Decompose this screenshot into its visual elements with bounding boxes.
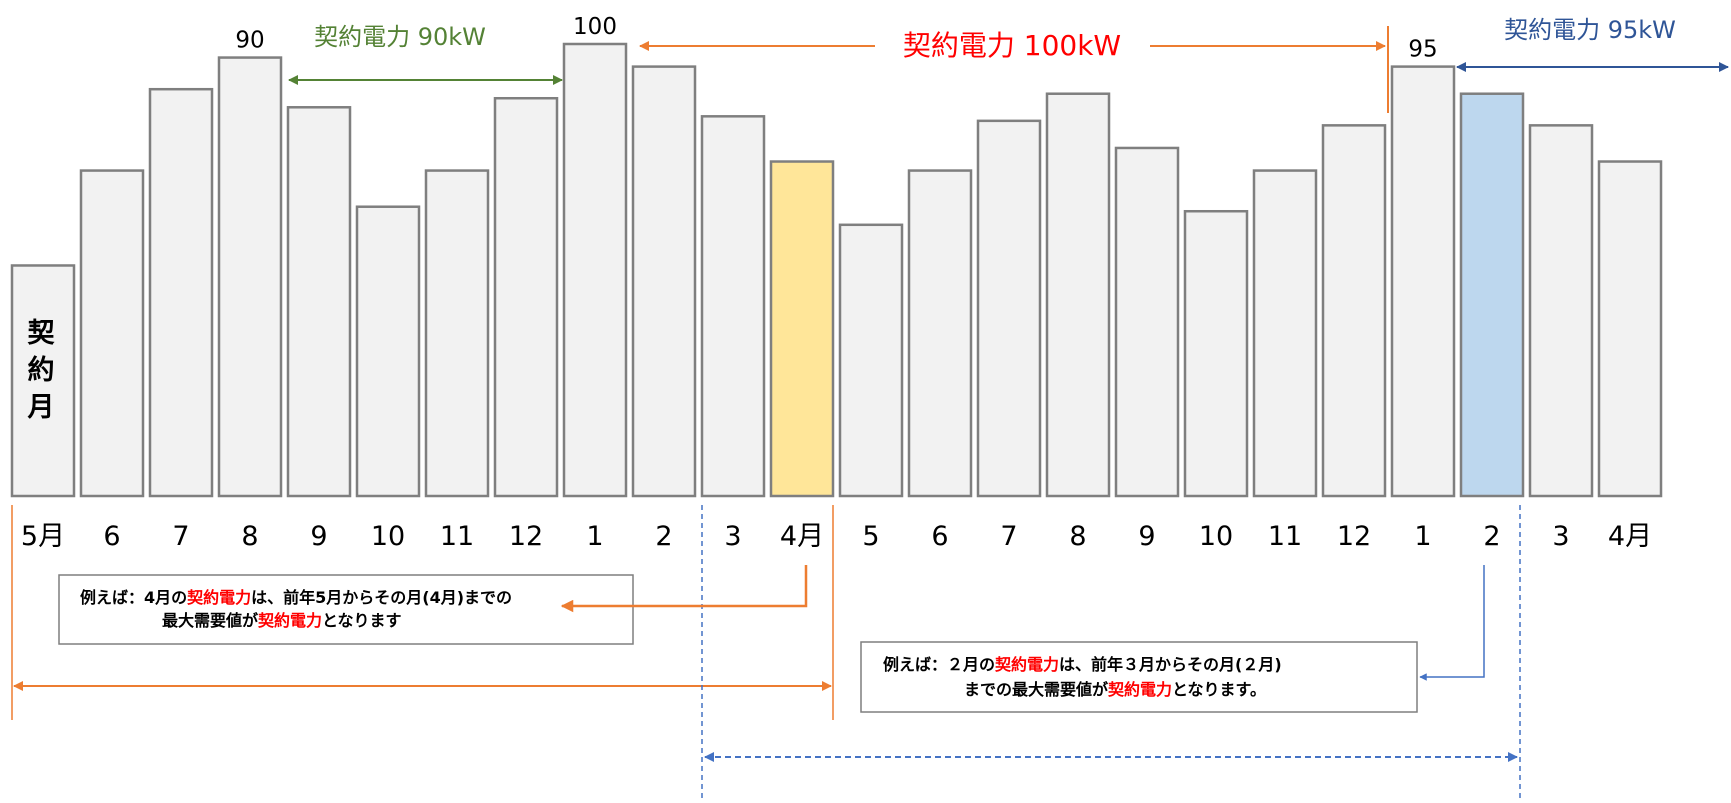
note1-line1: 例えば：4月の契約電力は、前年5月からその月(4月)までの [80, 588, 512, 607]
bar-15 [976, 119, 1042, 498]
month-label-14: 6 [931, 521, 948, 552]
month-label-1: 5月 [21, 521, 65, 552]
bar-23 [1528, 124, 1594, 498]
note2-line2: までの最大需要値が契約電力となります。 [964, 680, 1266, 699]
month-label-2: 6 [103, 521, 120, 552]
bar-20 [1321, 124, 1387, 498]
month-label-11: 3 [724, 521, 741, 552]
month-label-7: 11 [440, 521, 474, 552]
month-label-3: 7 [172, 521, 189, 552]
bar-9 [562, 42, 628, 498]
bar-8 [493, 96, 559, 498]
contract-month-label: 契 約 月 [27, 318, 56, 423]
month-label-19: 11 [1268, 521, 1302, 552]
month-label-12: 4月 [780, 521, 824, 552]
bar-2 [79, 169, 145, 498]
bar-6 [355, 205, 421, 498]
bar-5 [286, 106, 352, 498]
bar-13 [838, 223, 904, 498]
month-label-18: 10 [1199, 521, 1233, 552]
month-label-23: 3 [1552, 521, 1569, 552]
note1-connector [560, 565, 808, 613]
contract-month-char-3: 月 [27, 392, 55, 423]
note2-line1: 例えば：２月の契約電力は、前年３月からその月(２月) [883, 655, 1282, 674]
bar-21 [1390, 65, 1456, 498]
bar-3 [148, 87, 214, 498]
bars-group [10, 42, 1663, 498]
month-label-6: 10 [371, 521, 405, 552]
bar-16 [1045, 92, 1111, 498]
green-contract-label: 契約電力 90kW [314, 23, 486, 51]
bar-11 [700, 115, 766, 498]
note2-box [860, 641, 1418, 713]
month-label-4: 8 [241, 521, 258, 552]
note1-line2: 最大需要値が契約電力となります [162, 611, 402, 630]
month-label-5: 9 [310, 521, 327, 552]
bar-19 [1252, 169, 1318, 498]
bar-12 [769, 160, 835, 498]
month-label-13: 5 [862, 521, 879, 552]
blue-contract-label: 契約電力 95kW [1504, 16, 1676, 44]
bar-17 [1114, 146, 1180, 498]
month-label-9: 1 [586, 521, 603, 552]
month-labels-group: 5月 6 7 8 9 10 11 12 1 2 3 4月 5 6 7 8 9 10 11 12 1 2 3 4月 [21, 521, 1652, 552]
note2-connector [1419, 565, 1485, 681]
contract-month-char-2: 約 [28, 354, 55, 386]
bar-14 [907, 169, 973, 498]
month-label-16: 8 [1069, 521, 1086, 552]
value-label-1: 90 [235, 28, 264, 54]
month-label-8: 12 [509, 521, 543, 552]
bar-24 [1597, 160, 1663, 498]
month-label-10: 2 [655, 521, 672, 552]
value-label-2: 100 [573, 14, 617, 40]
value-label-3: 95 [1408, 37, 1437, 63]
month-label-17: 9 [1138, 521, 1155, 552]
month-label-24: 4月 [1608, 521, 1652, 552]
value-labels-group: 90 100 95 [235, 14, 1437, 63]
bar-1 [10, 264, 76, 498]
bar-18 [1183, 209, 1249, 498]
bar-10 [631, 65, 697, 498]
bar-4 [217, 56, 283, 498]
month-label-15: 7 [1000, 521, 1017, 552]
month-label-22: 2 [1483, 521, 1500, 552]
contract-month-char-1: 契 [28, 318, 56, 349]
note1-box [58, 574, 634, 645]
bar-22 [1459, 92, 1525, 498]
month-label-20: 12 [1337, 521, 1371, 552]
red-contract-label: 契約電力 100kW [903, 29, 1121, 62]
bar-7 [424, 169, 490, 498]
month-label-21: 1 [1414, 521, 1431, 552]
